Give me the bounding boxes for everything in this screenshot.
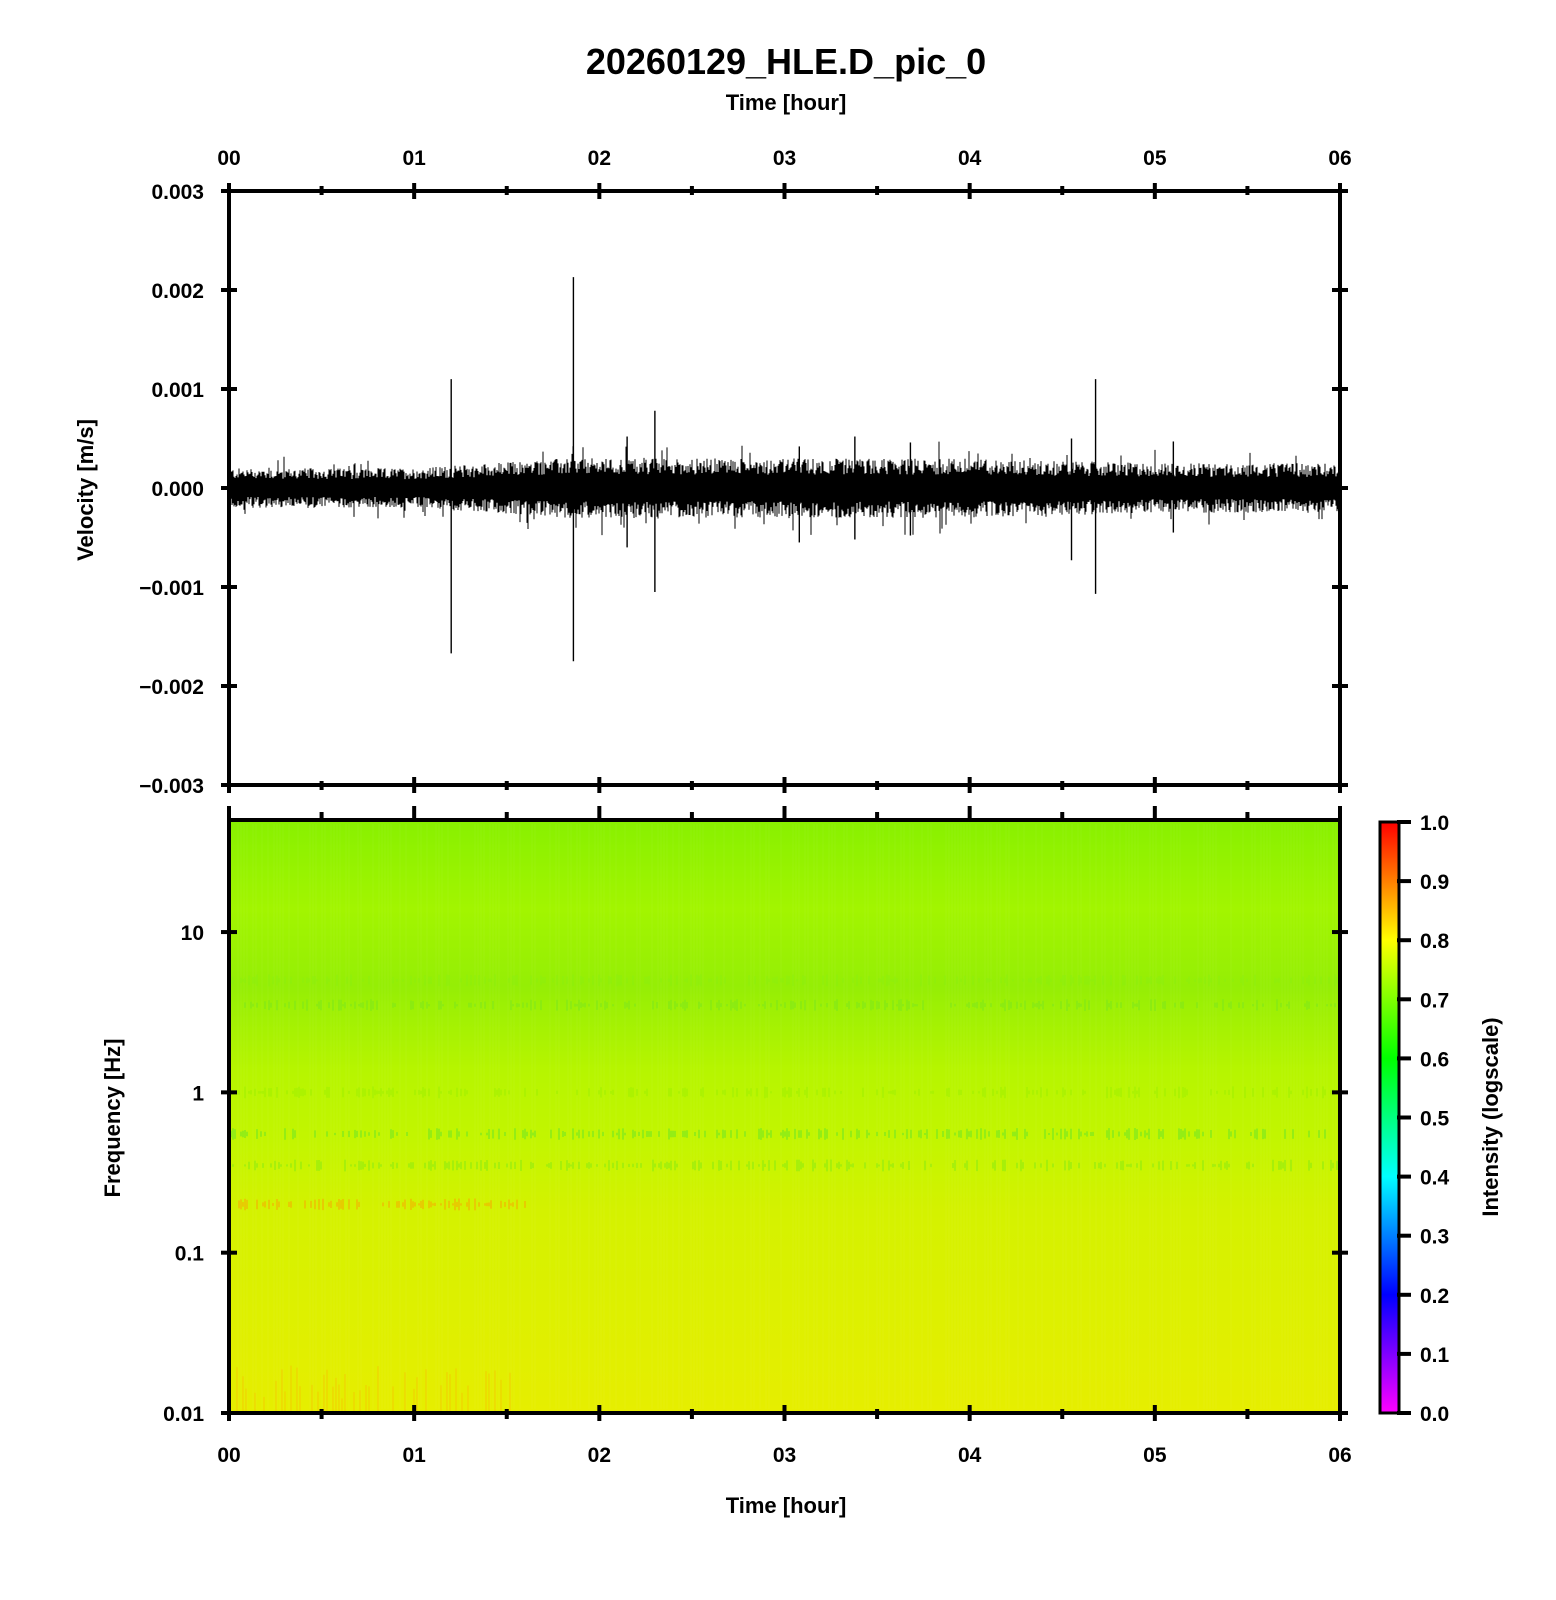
spectrogram-band-4 xyxy=(232,1159,1338,1172)
wave-x-tick-label: 03 xyxy=(773,147,796,170)
colorbar-gradient xyxy=(1378,820,1401,1415)
wave-x-tick-label: 02 xyxy=(588,147,611,170)
spectrogram-column-texture xyxy=(237,824,1337,1409)
wave-x-tick-label: 05 xyxy=(1143,147,1167,170)
colorbar-ticks: 0.0 0.1 0.2 0.3 0.4 0.5 0.6 0.7 0.8 0.9 1.0 xyxy=(1397,812,1450,1426)
wave-y-tick-label: −0.002 xyxy=(139,676,204,699)
spec-x-tick-label: 00 xyxy=(217,1444,240,1467)
colorbar: 0.0 0.1 0.2 0.3 0.4 0.5 0.6 0.7 0.8 0.9 1.0 Intens… xyxy=(1378,812,1503,1426)
figure-title: 20260129_HLE.D_pic_0 xyxy=(586,41,986,82)
colorbar-label: Intensity (logscale) xyxy=(1478,1017,1503,1216)
colorbar-tick-label: 0.3 xyxy=(1420,1226,1449,1249)
spec-x-tick-label: 04 xyxy=(958,1444,982,1467)
wave-x-tick-label: 04 xyxy=(958,147,982,170)
spec-y-axis-label: Frequency [Hz] xyxy=(100,1039,125,1198)
colorbar-tick-label: 0.1 xyxy=(1420,1344,1450,1367)
spec-y-tick-label: 10 xyxy=(181,922,204,945)
spec-x-tick-label: 06 xyxy=(1328,1444,1351,1467)
spec-x-tick-label: 03 xyxy=(773,1444,796,1467)
colorbar-tick-label: 0.9 xyxy=(1420,871,1449,894)
waveform-panel: Time [hour] Velocity [m/s] 00 01 02 03 04 05 0… xyxy=(73,90,1352,798)
wave-y-tick-label: 0.003 xyxy=(151,181,204,204)
colorbar-tick-label: 0.7 xyxy=(1420,989,1449,1012)
spec-y-tick-label: 0.01 xyxy=(163,1403,204,1426)
spec-x-tick-label: 02 xyxy=(588,1444,611,1467)
spec-x-axis-label: Time [hour] xyxy=(726,1493,847,1518)
colorbar-tick-label: 0.6 xyxy=(1420,1048,1449,1071)
spectrogram-panel: 00 01 02 03 04 05 06 0.01 0.1 1 10 Time [hour] Fre… xyxy=(100,806,1352,1518)
spectrogram-ticks: 00 01 02 03 04 05 06 0.01 0.1 1 10 xyxy=(163,806,1352,1467)
wave-y-tick-label: 0.000 xyxy=(151,478,204,501)
colorbar-tick-label: 0.0 xyxy=(1420,1403,1449,1426)
spectrogram-band-0 xyxy=(244,999,1336,1012)
wave-x-tick-label: 06 xyxy=(1328,147,1351,170)
wave-y-tick-label: 0.002 xyxy=(151,280,204,303)
wave-x-tick-label: 00 xyxy=(217,147,240,170)
spec-x-tick-label: 05 xyxy=(1143,1444,1167,1467)
spectrogram-image xyxy=(229,820,1340,1413)
wave-x-axis-label: Time [hour] xyxy=(726,90,847,115)
wave-y-tick-label: −0.001 xyxy=(139,577,204,600)
colorbar-tick-label: 1.0 xyxy=(1420,812,1449,835)
colorbar-tick-label: 0.2 xyxy=(1420,1285,1449,1308)
wave-y-tick-label: 0.001 xyxy=(151,379,204,402)
wave-y-tick-label: −0.003 xyxy=(139,775,204,798)
colorbar-tick-label: 0.8 xyxy=(1420,930,1450,953)
colorbar-tick-label: 0.4 xyxy=(1420,1167,1450,1190)
colorbar-tick-label: 0.5 xyxy=(1420,1108,1450,1131)
waveform-trace xyxy=(229,277,1339,662)
spectrogram-low-freq-warm xyxy=(236,1365,511,1413)
spectrogram-band-5 xyxy=(238,1198,526,1211)
wave-y-axis-label: Velocity [m/s] xyxy=(73,419,98,561)
wave-x-tick-label: 01 xyxy=(402,147,426,170)
spec-x-tick-label: 01 xyxy=(402,1444,426,1467)
spec-y-tick-label: 0.1 xyxy=(175,1243,205,1266)
waveform-ticks: 00 01 02 03 04 05 06 −0.003 −0.002 −0.001 0.000 0.0… xyxy=(139,147,1352,798)
spec-y-tick-label: 1 xyxy=(192,1082,204,1105)
waveform-noise xyxy=(229,441,1339,536)
